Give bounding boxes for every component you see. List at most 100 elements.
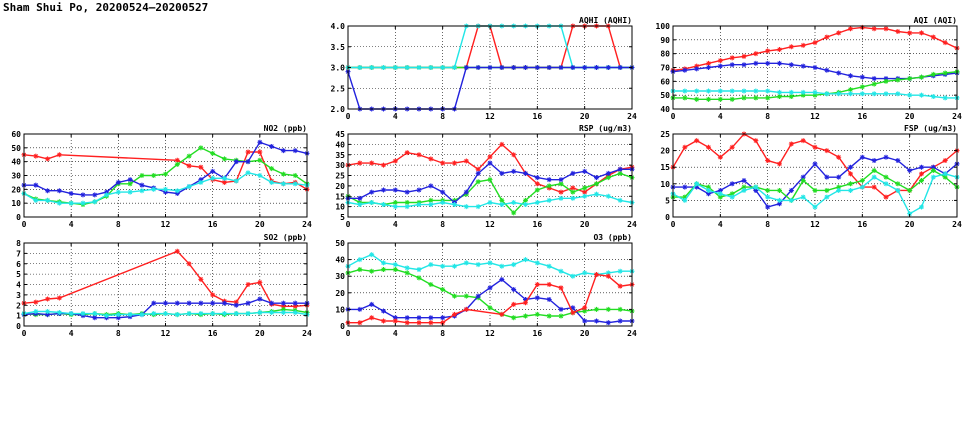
o3-point-cyan xyxy=(392,262,398,268)
o3-point-green xyxy=(523,313,528,319)
no2-point-green xyxy=(221,156,227,162)
aqi-point-red xyxy=(729,55,735,61)
aqhi-point-cyan xyxy=(452,65,457,70)
o3-point-blue xyxy=(534,295,540,301)
o3-point-green xyxy=(558,313,564,319)
so2-y-tick-label: 6 xyxy=(16,260,21,269)
aqi-point-blue xyxy=(871,76,877,82)
aqi-point-blue xyxy=(883,76,889,82)
fsp-point-cyan xyxy=(729,194,735,200)
no2-point-cyan xyxy=(151,186,157,192)
rsp-point-blue xyxy=(487,160,493,166)
fsp-point-red xyxy=(765,158,771,164)
o3-point-blue xyxy=(404,315,410,321)
so2-point-red xyxy=(186,261,192,267)
fsp-point-cyan xyxy=(930,174,936,180)
fsp-point-green xyxy=(729,191,735,197)
aqi-point-green xyxy=(717,96,723,102)
no2-point-blue xyxy=(233,159,239,165)
no2-point-cyan xyxy=(233,178,239,184)
aqhi-x-tick-label: 4 xyxy=(393,112,398,121)
aqi-x-tick-label: 0 xyxy=(671,112,676,121)
fsp-point-blue xyxy=(824,174,830,180)
so2-point-cyan xyxy=(68,311,74,317)
no2-point-cyan xyxy=(33,197,39,203)
aqi-point-cyan xyxy=(919,92,924,98)
rsp-point-cyan xyxy=(546,197,552,203)
o3-point-green xyxy=(463,293,469,299)
no2-y-tick-label: 40 xyxy=(11,158,21,167)
rsp-point-green xyxy=(499,197,505,203)
no2-point-blue xyxy=(33,182,39,188)
rsp-y-tick-label: 5 xyxy=(340,213,345,222)
aqi-point-red xyxy=(753,51,759,57)
fsp-point-green xyxy=(777,187,782,193)
so2-title: SO2 (ppb) xyxy=(264,233,307,242)
rsp-point-red xyxy=(381,162,386,168)
no2-point-cyan xyxy=(45,197,51,203)
aqi-point-green xyxy=(930,71,936,77)
aqi-point-green xyxy=(694,96,700,102)
rsp-point-blue xyxy=(523,170,528,176)
no2-point-cyan xyxy=(139,188,145,194)
fsp-point-blue xyxy=(717,187,723,193)
o3-point-red xyxy=(605,273,611,279)
aqi-point-red xyxy=(871,26,877,32)
rsp-y-tick-label: 25 xyxy=(335,172,345,181)
aqi-point-green xyxy=(706,96,711,102)
no2-point-blue xyxy=(104,189,110,195)
no2-point-blue xyxy=(292,148,298,154)
so2-x-tick-label: 4 xyxy=(69,329,74,338)
o3-point-blue xyxy=(617,318,623,324)
so2-point-blue xyxy=(151,300,157,306)
no2-point-green xyxy=(292,173,298,178)
fsp-point-blue xyxy=(812,161,818,167)
fsp-chart: 0 4 8 12 16 20 24 0 5 10 15 20 25 FSP (ug/m3) xyxy=(660,124,962,229)
o3-y-tick-label: 50 xyxy=(335,239,345,248)
aqi-y-tick-label: 40 xyxy=(660,105,670,114)
aqi-point-red xyxy=(836,30,842,36)
so2-point-red xyxy=(56,295,62,301)
so2-point-blue xyxy=(210,300,216,306)
so2-point-cyan xyxy=(186,311,192,317)
rsp-point-green xyxy=(404,199,410,205)
aqi-point-red xyxy=(907,30,913,36)
aqi-point-cyan xyxy=(942,95,948,101)
aqi-x-tick-label: 16 xyxy=(858,112,868,121)
aqi-point-blue xyxy=(848,73,853,79)
no2-point-cyan xyxy=(68,200,74,206)
fsp-point-green xyxy=(824,187,830,193)
o3-x-tick-label: 16 xyxy=(533,329,543,338)
aqhi-point-blue xyxy=(558,65,564,70)
fsp-point-blue xyxy=(848,164,853,170)
aqi-point-blue xyxy=(753,60,759,66)
rsp-point-green xyxy=(392,199,398,205)
aqi-point-green xyxy=(895,77,901,83)
o3-point-blue xyxy=(440,315,446,321)
aqi-point-cyan xyxy=(694,88,700,94)
o3-point-blue xyxy=(523,296,528,302)
rsp-point-blue xyxy=(594,175,599,181)
o3-point-red xyxy=(452,311,457,317)
no2-point-cyan xyxy=(257,173,263,178)
aqhi-x-tick-label: 16 xyxy=(533,112,543,121)
o3-point-cyan xyxy=(404,265,410,271)
fsp-point-green xyxy=(883,174,889,180)
so2-point-cyan xyxy=(139,312,145,318)
o3-point-green xyxy=(487,305,493,311)
so2-point-red xyxy=(292,303,298,309)
rsp-point-red xyxy=(357,160,363,166)
no2-point-cyan xyxy=(92,199,98,205)
o3-point-green xyxy=(546,313,552,319)
so2-point-blue xyxy=(292,300,298,306)
aqi-point-green xyxy=(788,94,794,100)
o3-point-green xyxy=(369,268,375,274)
aqhi-point-blue xyxy=(582,65,588,70)
aqhi-point-blue xyxy=(546,65,552,70)
o3-x-tick-label: 20 xyxy=(580,329,590,338)
o3-x-tick-label: 12 xyxy=(485,329,495,338)
rsp-point-green xyxy=(511,210,517,216)
aqhi-point-cyan xyxy=(428,65,434,70)
rsp-y-tick-label: 35 xyxy=(335,151,345,160)
aqi-point-red xyxy=(930,34,936,40)
